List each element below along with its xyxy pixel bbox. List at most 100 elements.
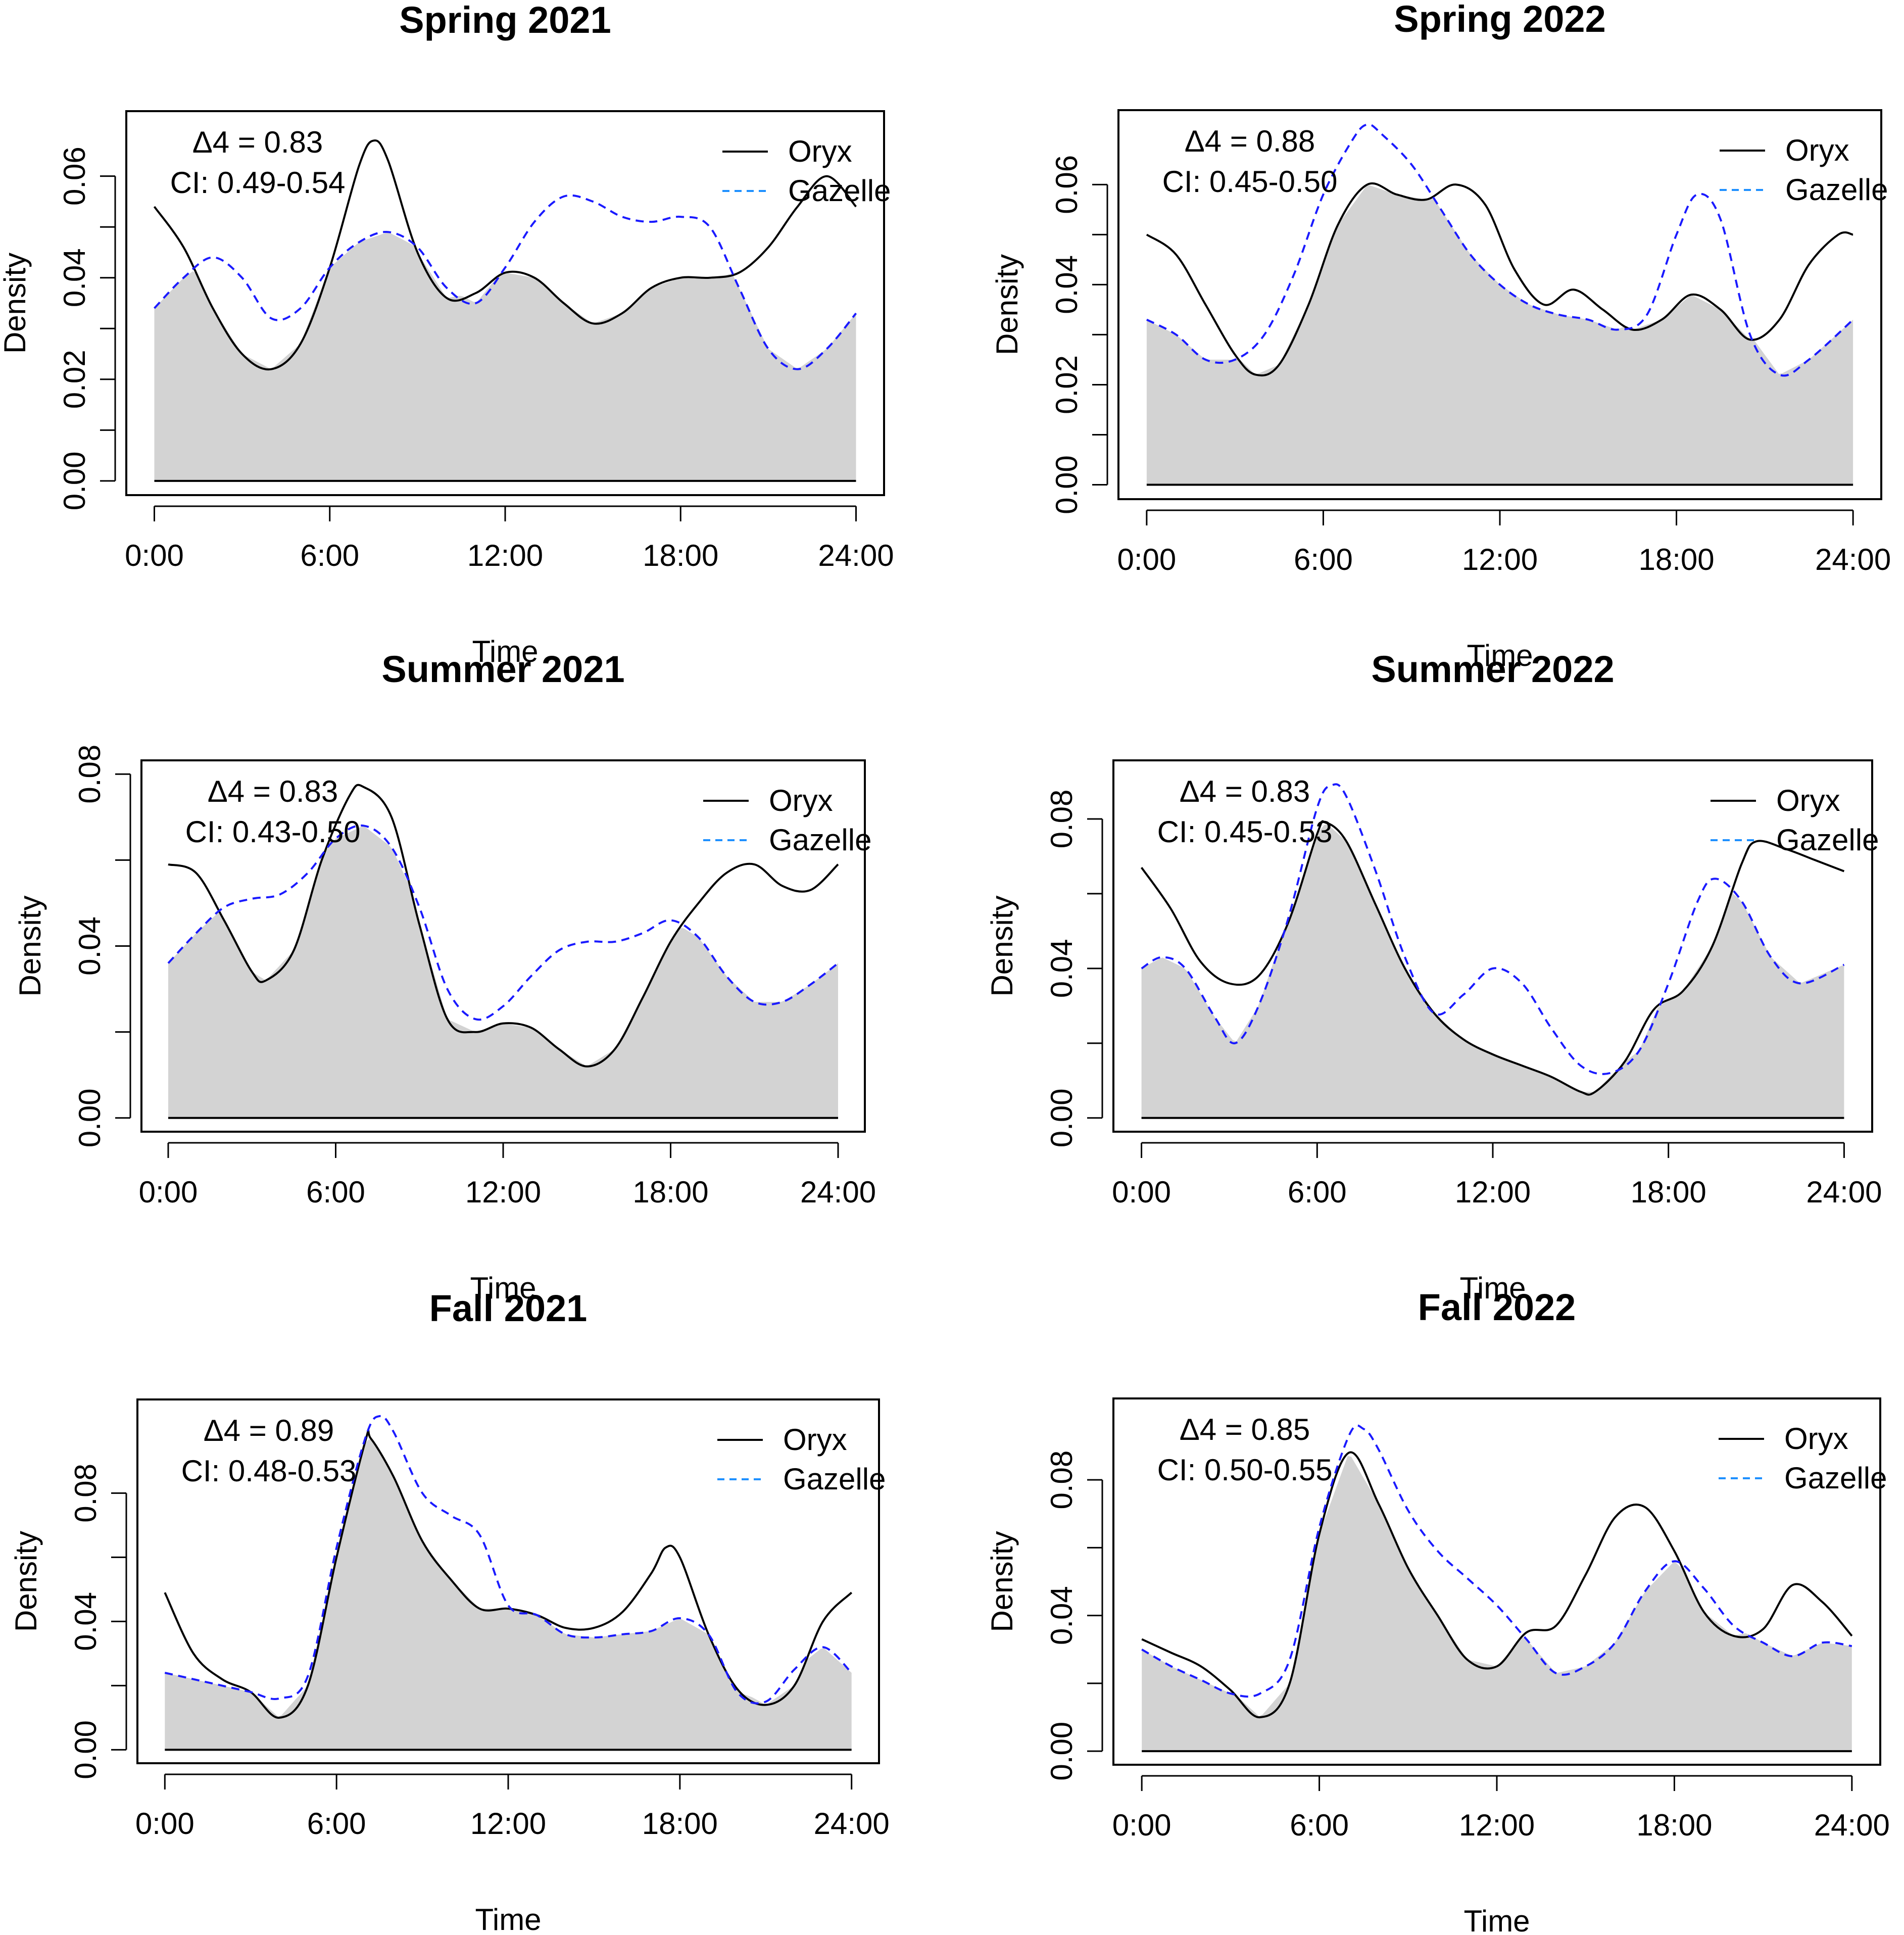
- overlap-area: [154, 232, 856, 481]
- x-axis-title: Time: [475, 1903, 541, 1935]
- x-axis-title: Time: [1463, 1904, 1530, 1935]
- overlap-area: [165, 1438, 852, 1750]
- x-tick-label: 6:00: [1290, 1808, 1349, 1842]
- chart-title: Fall 2022: [1418, 1286, 1576, 1328]
- density-panel: Summer 2021 0:00 6:00 12:00 18:00 24:00 Time 0.…: [13, 648, 876, 1305]
- chart-title: Summer 2021: [381, 648, 624, 690]
- x-tick-label: 12:00: [1459, 1808, 1535, 1842]
- y-tick-label: 0.06: [1050, 155, 1084, 214]
- confidence-interval-label: CI: 0.48-0.53: [181, 1454, 357, 1488]
- y-tick-label: 0.00: [69, 1720, 103, 1779]
- legend-gazelle-label: Gazelle: [788, 174, 891, 208]
- confidence-interval-label: CI: 0.43-0.50: [185, 815, 361, 849]
- x-tick-label: 6:00: [1294, 543, 1353, 576]
- chart-title: Fall 2021: [429, 1287, 588, 1329]
- x-tick-label: 6:00: [307, 1807, 366, 1841]
- x-axis-title: Time: [472, 635, 538, 668]
- x-tick-label: 24:00: [818, 539, 894, 572]
- y-tick-label: 0.08: [1045, 790, 1079, 849]
- confidence-interval-label: CI: 0.45-0.53: [1157, 815, 1333, 849]
- legend-oryx-label: Oryx: [1776, 784, 1840, 817]
- x-axis-title: Time: [1459, 1271, 1526, 1305]
- y-tick-label: 0.04: [69, 1592, 103, 1651]
- y-tick-label: 0.08: [69, 1464, 103, 1523]
- x-axis-title: Time: [1467, 639, 1533, 672]
- density-panel: Spring 2022 0:00 6:00 12:00 18:00 24:00 Time 0.…: [990, 0, 1891, 672]
- oryx-density-line: [168, 784, 839, 1068]
- overlap-area: [168, 826, 838, 1118]
- y-tick-label: 0.04: [58, 248, 91, 307]
- oryx-density-line: [1146, 182, 1853, 377]
- x-tick-label: 0:00: [1112, 1175, 1171, 1209]
- y-axis-title: Density: [985, 1531, 1019, 1632]
- plot-frame: [1117, 109, 1882, 500]
- y-tick-label: 0.00: [1045, 1088, 1079, 1147]
- gazelle-density-line: [1146, 123, 1854, 377]
- oryx-density-line: [153, 139, 857, 371]
- confidence-interval-label: CI: 0.45-0.50: [1162, 165, 1338, 199]
- legend-gazelle-label: Gazelle: [1784, 1461, 1887, 1495]
- legend-oryx-label: Oryx: [1785, 133, 1849, 167]
- density-panel: Spring 2021 0:00 6:00 12:00 18:00 24:00 Time 0.…: [0, 0, 894, 668]
- y-tick-label: 0.00: [1050, 455, 1084, 514]
- plot-frame: [1112, 1397, 1881, 1766]
- overlap-area: [1142, 1456, 1852, 1752]
- confidence-interval-label: CI: 0.49-0.54: [170, 166, 346, 200]
- y-tick-label: 0.00: [1045, 1722, 1079, 1781]
- x-tick-label: 18:00: [642, 1807, 718, 1841]
- x-tick-label: 6:00: [1288, 1175, 1347, 1209]
- x-tick-label: 24:00: [1815, 543, 1891, 576]
- y-tick-label: 0.06: [58, 147, 91, 206]
- plot-frame: [125, 110, 885, 496]
- x-tick-label: 6:00: [306, 1175, 365, 1209]
- y-axis-title: Density: [9, 1531, 43, 1632]
- legend-gazelle-label: Gazelle: [769, 823, 871, 857]
- x-tick-label: 24:00: [1806, 1175, 1882, 1209]
- y-tick-label: 0.04: [73, 916, 107, 976]
- delta-estimate-label: Δ4 = 0.89: [204, 1414, 334, 1447]
- y-tick-label: 0.02: [58, 350, 91, 409]
- plot-frame: [140, 759, 866, 1133]
- x-tick-label: 6:00: [300, 539, 359, 572]
- legend-oryx-label: Oryx: [769, 784, 833, 817]
- y-axis-title: Density: [985, 895, 1019, 996]
- gazelle-density-line: [167, 824, 839, 1021]
- x-tick-label: 0:00: [1112, 1808, 1171, 1842]
- x-tick-label: 12:00: [470, 1807, 546, 1841]
- oryx-density-line: [1141, 1451, 1853, 1718]
- delta-estimate-label: Δ4 = 0.85: [1180, 1413, 1310, 1446]
- legend-gazelle-label: Gazelle: [783, 1462, 886, 1496]
- y-axis-title: Density: [0, 253, 32, 354]
- y-tick-label: 0.08: [1045, 1450, 1079, 1510]
- plot-frame: [1112, 759, 1873, 1133]
- x-tick-label: 12:00: [1455, 1175, 1531, 1209]
- x-tick-label: 12:00: [465, 1175, 541, 1209]
- x-tick-label: 0:00: [1117, 543, 1176, 576]
- y-tick-label: 0.08: [73, 745, 107, 804]
- density-panel: Summer 2022 0:00 6:00 12:00 18:00 24:00 Time 0.…: [985, 648, 1882, 1305]
- overlap-area: [1146, 185, 1853, 485]
- x-tick-label: 18:00: [1631, 1175, 1706, 1209]
- chart-title: Spring 2022: [1394, 0, 1606, 40]
- overlap-area: [1141, 824, 1844, 1118]
- x-tick-label: 24:00: [814, 1807, 890, 1841]
- gazelle-density-line: [164, 1415, 853, 1705]
- confidence-interval-label: CI: 0.50-0.55: [1157, 1453, 1333, 1487]
- density-panel: Fall 2022 0:00 6:00 12:00 18:00 24:00 Time 0.00…: [985, 1286, 1890, 1935]
- delta-estimate-label: Δ4 = 0.83: [192, 125, 323, 159]
- x-tick-label: 24:00: [800, 1175, 876, 1209]
- x-tick-label: 0:00: [139, 1175, 198, 1209]
- chart-title: Summer 2022: [1371, 648, 1614, 690]
- legend-oryx-label: Oryx: [783, 1423, 847, 1457]
- x-tick-label: 18:00: [1636, 1808, 1712, 1842]
- x-tick-label: 0:00: [125, 539, 184, 572]
- y-axis-title: Density: [13, 895, 47, 996]
- y-tick-label: 0.02: [1050, 355, 1084, 414]
- legend-gazelle-label: Gazelle: [1785, 173, 1888, 207]
- y-tick-label: 0.04: [1045, 939, 1079, 998]
- x-axis-title: Time: [470, 1271, 536, 1305]
- x-tick-label: 12:00: [1462, 543, 1538, 576]
- y-axis-title: Density: [990, 254, 1024, 355]
- y-tick-label: 0.04: [1050, 255, 1084, 314]
